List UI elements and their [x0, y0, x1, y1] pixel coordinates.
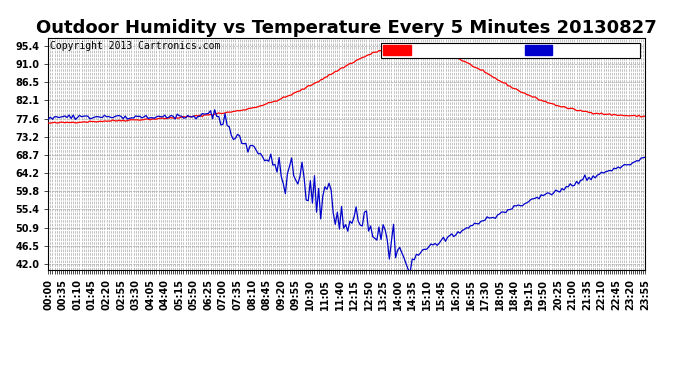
Legend: Temperature (°F), Humidity (%): Temperature (°F), Humidity (%): [381, 43, 640, 58]
Title: Outdoor Humidity vs Temperature Every 5 Minutes 20130827: Outdoor Humidity vs Temperature Every 5 …: [37, 20, 657, 38]
Text: Copyright 2013 Cartronics.com: Copyright 2013 Cartronics.com: [50, 41, 221, 51]
